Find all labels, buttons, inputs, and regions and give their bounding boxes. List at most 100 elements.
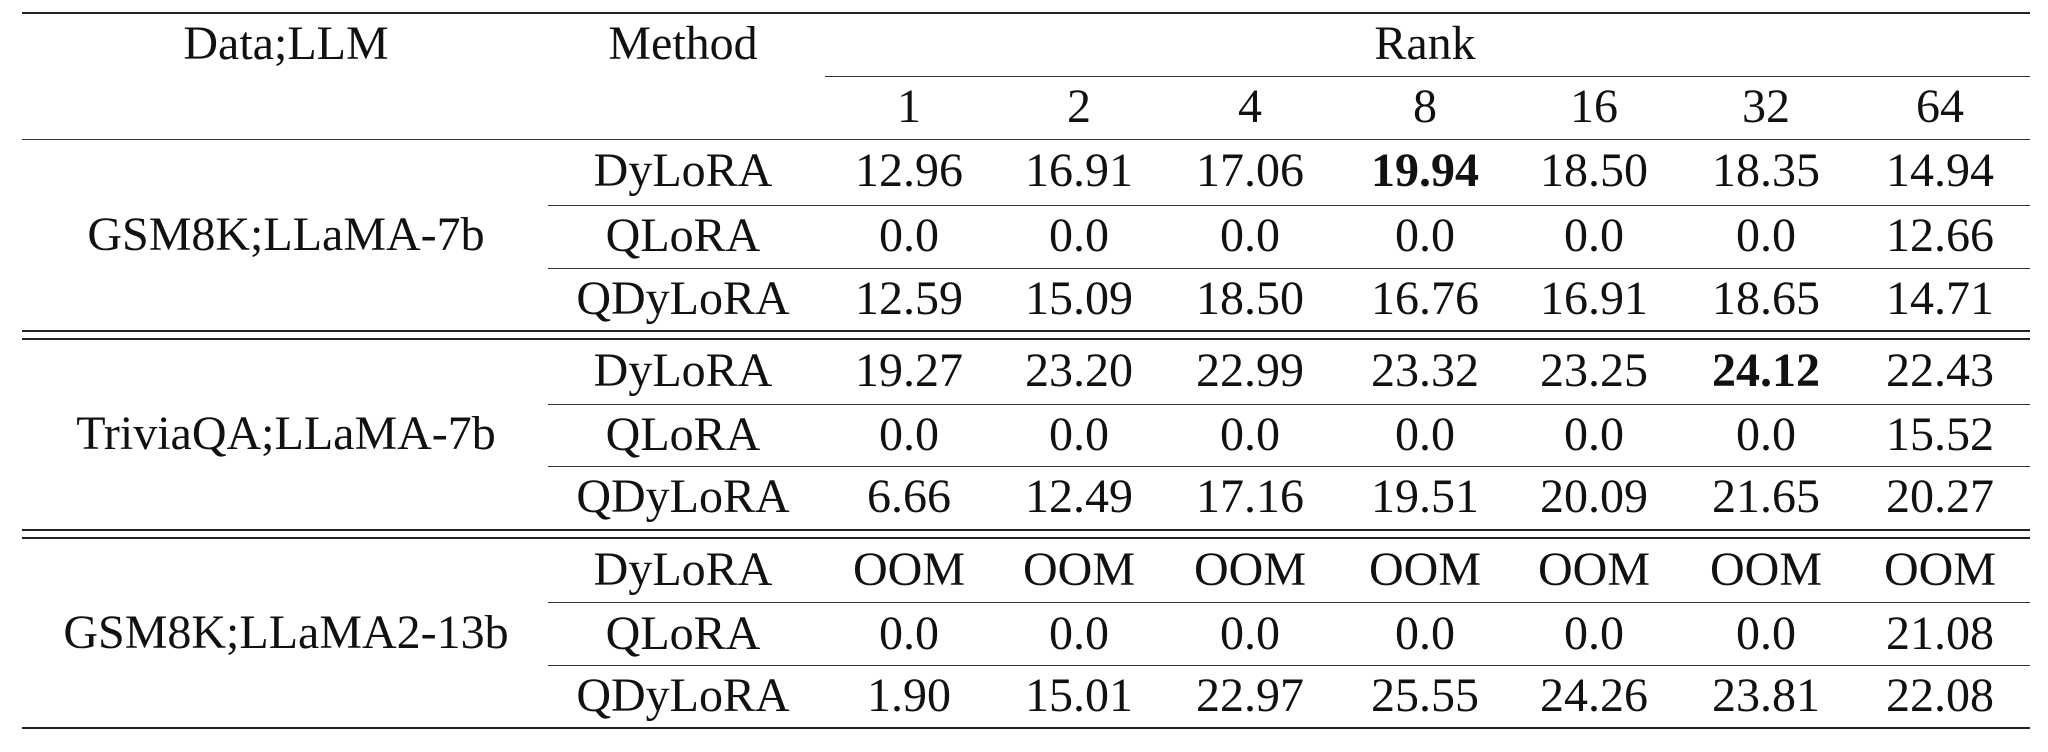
score-cell: OOM bbox=[1709, 543, 1823, 596]
row-rule-g1-1 bbox=[548, 205, 2030, 206]
score-cell: 18.35 bbox=[1712, 144, 1820, 197]
score-cell: 0.0 bbox=[1049, 209, 1109, 262]
double-rule-2-a bbox=[22, 529, 2030, 531]
score-cell: 22.08 bbox=[1886, 669, 1994, 722]
score-cell: 0.0 bbox=[879, 209, 939, 262]
score-cell: 19.51 bbox=[1371, 470, 1479, 523]
score-cell: 16.91 bbox=[1025, 144, 1133, 197]
score-cell: OOM bbox=[1368, 543, 1482, 596]
score-cell: 18.65 bbox=[1712, 272, 1820, 325]
score-cell: 0.0 bbox=[1395, 408, 1455, 461]
score-cell: OOM bbox=[852, 543, 966, 596]
score-cell: 17.16 bbox=[1196, 470, 1304, 523]
score-cell: 16.76 bbox=[1371, 272, 1479, 325]
double-rule-1-b bbox=[22, 338, 2030, 340]
score-cell: OOM bbox=[1883, 543, 1997, 596]
score-cell: 21.65 bbox=[1712, 470, 1820, 523]
dataset-model-label: GSM8K;LLaMA-7b bbox=[87, 208, 485, 261]
rank-header-cell: 16 bbox=[1570, 80, 1618, 133]
score-cell: 12.66 bbox=[1886, 209, 1994, 262]
score-cell: 21.08 bbox=[1886, 607, 1994, 660]
score-cell: 1.90 bbox=[867, 669, 951, 722]
rank-header-cell: 4 bbox=[1238, 80, 1262, 133]
score-cell: 18.50 bbox=[1540, 144, 1648, 197]
score-cell: 18.50 bbox=[1196, 272, 1304, 325]
score-cell: 19.94 bbox=[1371, 144, 1479, 197]
score-cell: 12.49 bbox=[1025, 470, 1133, 523]
row-rule-g3-2 bbox=[548, 665, 2030, 666]
rank-header-cell: 64 bbox=[1916, 80, 1964, 133]
method-name: QLoRA bbox=[605, 607, 761, 660]
method-name: QDyLoRA bbox=[576, 669, 790, 722]
row-rule-g1-2 bbox=[548, 268, 2030, 269]
score-cell: 24.26 bbox=[1540, 669, 1648, 722]
score-cell: 14.71 bbox=[1886, 272, 1994, 325]
score-cell: 23.81 bbox=[1712, 669, 1820, 722]
top-rule bbox=[22, 12, 2030, 14]
score-cell: 6.66 bbox=[867, 470, 951, 523]
score-cell: 23.32 bbox=[1371, 344, 1479, 397]
dataset-model-label: GSM8K;LLaMA2-13b bbox=[63, 606, 509, 659]
rank-header-cell: 2 bbox=[1067, 80, 1091, 133]
double-rule-1-a bbox=[22, 330, 2030, 332]
rank-header-cell: 1 bbox=[897, 80, 921, 133]
score-cell: 0.0 bbox=[1049, 607, 1109, 660]
score-cell: 23.25 bbox=[1540, 344, 1648, 397]
score-cell: 24.12 bbox=[1712, 344, 1820, 397]
score-cell: 15.52 bbox=[1886, 408, 1994, 461]
method-name: QDyLoRA bbox=[576, 272, 790, 325]
header-rank: Rank bbox=[1374, 17, 1476, 70]
score-cell: 22.97 bbox=[1196, 669, 1304, 722]
method-name: QLoRA bbox=[605, 408, 761, 461]
score-cell: 15.09 bbox=[1025, 272, 1133, 325]
score-cell: 0.0 bbox=[1564, 209, 1624, 262]
score-cell: 14.94 bbox=[1886, 144, 1994, 197]
dataset-model-label: TriviaQA;LLaMA-7b bbox=[76, 407, 496, 460]
score-cell: 0.0 bbox=[879, 607, 939, 660]
rank-header-cell: 8 bbox=[1413, 80, 1437, 133]
score-cell: 16.91 bbox=[1540, 272, 1648, 325]
score-cell: 0.0 bbox=[1220, 408, 1280, 461]
row-rule-g3-1 bbox=[548, 602, 2030, 603]
score-cell: 0.0 bbox=[1736, 209, 1796, 262]
score-cell: 23.20 bbox=[1025, 344, 1133, 397]
header-method: Method bbox=[608, 17, 758, 70]
score-cell: 12.59 bbox=[855, 272, 963, 325]
score-cell: 0.0 bbox=[1395, 209, 1455, 262]
header-bottom-rule bbox=[22, 139, 2030, 140]
score-cell: 0.0 bbox=[1220, 607, 1280, 660]
score-cell: 0.0 bbox=[1564, 408, 1624, 461]
double-rule-2-b bbox=[22, 537, 2030, 539]
rank-header-cell: 32 bbox=[1742, 80, 1790, 133]
row-rule-g2-1 bbox=[548, 404, 2030, 405]
score-cell: 20.27 bbox=[1886, 470, 1994, 523]
method-name: DyLoRA bbox=[593, 543, 773, 596]
score-cell: 19.27 bbox=[855, 344, 963, 397]
score-cell: 0.0 bbox=[1220, 209, 1280, 262]
method-name: QDyLoRA bbox=[576, 470, 790, 523]
score-cell: 0.0 bbox=[879, 408, 939, 461]
score-cell: 20.09 bbox=[1540, 470, 1648, 523]
score-cell: 25.55 bbox=[1371, 669, 1479, 722]
bottom-rule bbox=[22, 727, 2030, 729]
score-cell: 15.01 bbox=[1025, 669, 1133, 722]
score-cell: OOM bbox=[1193, 543, 1307, 596]
score-cell: OOM bbox=[1022, 543, 1136, 596]
score-cell: 12.96 bbox=[855, 144, 963, 197]
score-cell: 17.06 bbox=[1196, 144, 1304, 197]
score-cell: 22.99 bbox=[1196, 344, 1304, 397]
method-name: QLoRA bbox=[605, 209, 761, 262]
row-rule-g2-2 bbox=[548, 466, 2030, 467]
score-cell: 0.0 bbox=[1736, 408, 1796, 461]
rank-underline bbox=[825, 76, 2030, 77]
score-cell: 0.0 bbox=[1736, 607, 1796, 660]
score-cell: OOM bbox=[1537, 543, 1651, 596]
score-cell: 22.43 bbox=[1886, 344, 1994, 397]
score-cell: 0.0 bbox=[1564, 607, 1624, 660]
header-data-llm: Data;LLM bbox=[183, 17, 389, 70]
score-cell: 0.0 bbox=[1395, 607, 1455, 660]
method-name: DyLoRA bbox=[593, 144, 773, 197]
method-name: DyLoRA bbox=[593, 344, 773, 397]
score-cell: 0.0 bbox=[1049, 408, 1109, 461]
